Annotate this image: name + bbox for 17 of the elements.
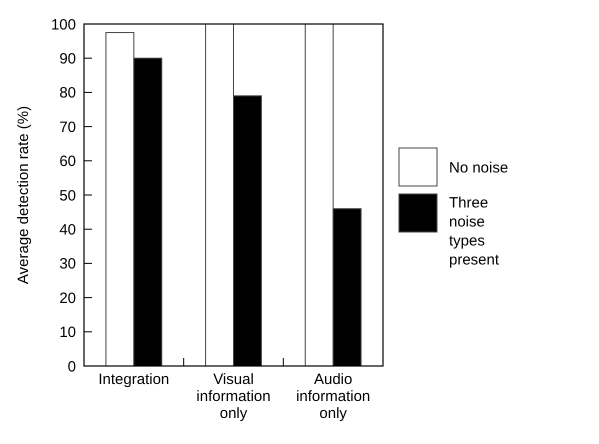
y-tick-label: 50 [59,187,76,204]
y-axis-title: Average detection rate (%) [15,106,32,284]
text: No noise [449,159,508,176]
y-tick-label: 0 [68,358,76,376]
y-tick-label: 20 [59,290,76,307]
y-tick-label: 70 [59,118,76,136]
y-tick-label: 40 [59,221,76,238]
y-tick-label: 90 [59,50,76,68]
y-tick-label: 10 [59,324,76,342]
y-tick-label: 100 [50,16,76,34]
x-tick-label: Visual information only [196,371,271,422]
y-tick-label: 30 [59,256,76,273]
y-tick-label: 80 [59,84,76,102]
x-tick-label: Audio information only [296,371,370,422]
x-tick-label: Integration [98,371,170,388]
text: Three noise types present [449,194,500,268]
y-tick-label: 60 [59,153,76,170]
